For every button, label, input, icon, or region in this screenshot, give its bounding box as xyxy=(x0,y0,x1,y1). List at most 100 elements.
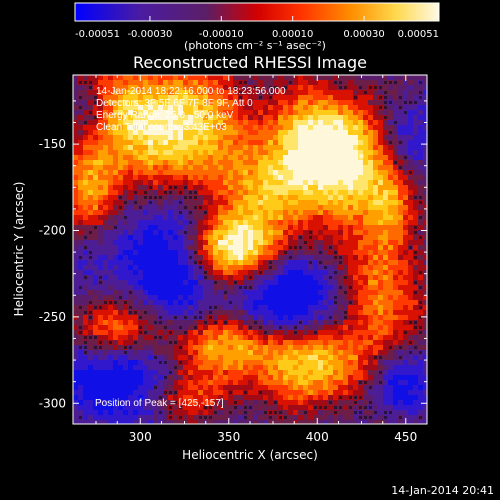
heatmap-cell xyxy=(308,205,314,211)
heatmap-cell xyxy=(398,230,404,236)
heatmap-cell xyxy=(303,200,309,206)
heatmap-cell xyxy=(123,90,129,96)
heatmap-cell xyxy=(118,100,124,106)
heatmap-cell xyxy=(193,125,199,131)
heatmap-cell xyxy=(278,180,284,186)
heatmap-cell xyxy=(228,270,234,276)
heatmap-cell xyxy=(168,195,174,201)
heatmap-cell xyxy=(108,205,114,211)
heatmap-cell xyxy=(373,235,379,241)
heatmap-cell xyxy=(243,190,249,196)
heatmap-cell xyxy=(193,295,199,301)
heatmap-cell xyxy=(348,265,354,271)
heatmap-cell xyxy=(193,165,199,171)
heatmap-cell xyxy=(408,415,414,421)
heatmap-cell xyxy=(318,350,324,356)
heatmap-cell xyxy=(123,390,129,396)
heatmap-cell xyxy=(93,85,99,91)
heatmap-cell xyxy=(323,290,329,296)
heatmap-cell xyxy=(273,230,279,236)
heatmap-cell xyxy=(93,230,99,236)
heatmap-cell xyxy=(233,210,239,216)
heatmap-cell xyxy=(208,365,214,371)
heatmap-cell xyxy=(278,290,284,296)
heatmap-cell xyxy=(243,375,249,381)
heatmap-cell xyxy=(203,175,209,181)
heatmap-cell xyxy=(228,315,234,321)
heatmap-cell xyxy=(398,305,404,311)
heatmap-cell xyxy=(383,235,389,241)
heatmap-cell xyxy=(228,210,234,216)
heatmap-cell xyxy=(353,235,359,241)
heatmap-cell xyxy=(313,150,319,156)
heatmap-cell xyxy=(388,375,394,381)
heatmap-cell xyxy=(363,230,369,236)
heatmap-cell xyxy=(223,85,229,91)
heatmap-cell xyxy=(408,210,414,216)
heatmap-cell xyxy=(393,415,399,421)
heatmap-cell xyxy=(183,135,189,141)
heatmap-cell xyxy=(273,275,279,281)
heatmap-cell xyxy=(168,225,174,231)
heatmap-cell xyxy=(168,145,174,151)
heatmap-cell xyxy=(228,395,234,401)
heatmap-cell xyxy=(368,330,374,336)
heatmap-cell xyxy=(163,155,169,161)
heatmap-cell xyxy=(103,160,109,166)
heatmap-cell xyxy=(263,280,269,286)
heatmap-cell xyxy=(308,305,314,311)
heatmap-cell xyxy=(368,105,374,111)
heatmap-cell xyxy=(233,235,239,241)
heatmap-cell xyxy=(183,405,189,411)
heatmap-cell xyxy=(183,420,189,424)
heatmap-cell xyxy=(293,335,299,341)
heatmap-cell xyxy=(208,135,214,141)
heatmap-cell xyxy=(133,120,139,126)
heatmap-cell xyxy=(398,330,404,336)
heatmap-cell xyxy=(248,295,254,301)
heatmap-cell xyxy=(103,90,109,96)
heatmap-cell xyxy=(333,390,339,396)
heatmap-cell xyxy=(133,395,139,401)
heatmap-cell xyxy=(113,185,119,191)
heatmap-cell xyxy=(418,375,424,381)
heatmap-cell xyxy=(248,195,254,201)
heatmap-cell xyxy=(83,295,89,301)
heatmap-cell xyxy=(293,250,299,256)
heatmap-cell xyxy=(83,160,89,166)
heatmap-cell xyxy=(318,225,324,231)
heatmap-cell xyxy=(338,300,344,306)
heatmap-cell xyxy=(203,125,209,131)
heatmap-cell xyxy=(383,345,389,351)
heatmap-cell xyxy=(218,400,224,406)
heatmap-cell xyxy=(358,255,364,261)
heatmap-cell xyxy=(163,350,169,356)
heatmap-cell xyxy=(263,255,269,261)
heatmap-cell xyxy=(238,320,244,326)
heatmap-cell xyxy=(228,400,234,406)
heatmap-cell xyxy=(418,355,424,361)
heatmap-cell xyxy=(228,415,234,421)
heatmap-cell xyxy=(338,410,344,416)
heatmap-cell xyxy=(333,135,339,141)
heatmap-cell xyxy=(148,210,154,216)
heatmap-cell xyxy=(163,270,169,276)
heatmap-cell xyxy=(108,235,114,241)
heatmap-cell xyxy=(223,145,229,151)
heatmap-cell xyxy=(163,365,169,371)
heatmap-cell xyxy=(168,375,174,381)
heatmap-cell xyxy=(213,330,219,336)
heatmap-cell xyxy=(253,220,259,226)
heatmap-cell xyxy=(358,275,364,281)
heatmap-cell xyxy=(103,215,109,221)
heatmap-cell xyxy=(288,310,294,316)
heatmap-cell xyxy=(388,125,394,131)
heatmap-cell xyxy=(388,305,394,311)
heatmap-cell xyxy=(223,140,229,146)
heatmap-cell xyxy=(123,125,129,131)
heatmap-cell xyxy=(423,335,427,341)
heatmap-cell xyxy=(183,180,189,186)
heatmap-cell xyxy=(298,355,304,361)
heatmap-cell xyxy=(223,340,229,346)
heatmap-cell xyxy=(103,245,109,251)
